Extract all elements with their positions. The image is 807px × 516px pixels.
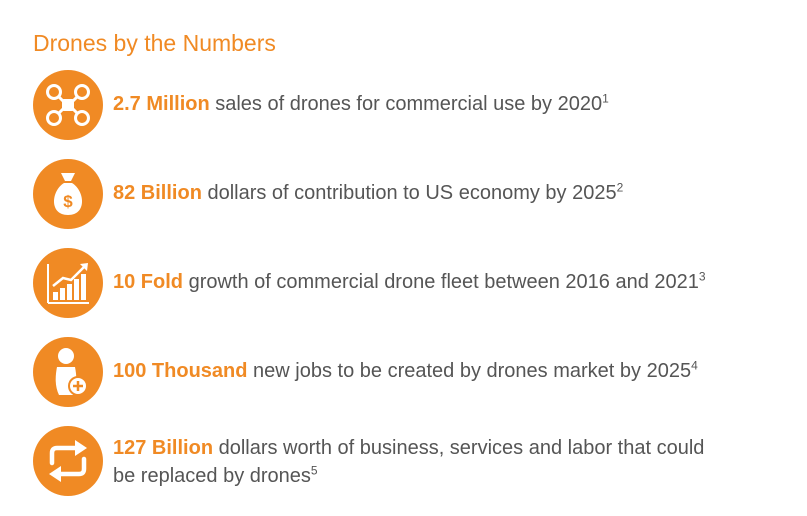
- stat-highlight: 127 Billion: [113, 437, 214, 459]
- stat-row-growth: 10 Fold growth of commercial drone fleet…: [33, 248, 793, 320]
- replace-arrows-icon: [33, 426, 103, 496]
- footnote-marker: 4: [691, 358, 698, 373]
- stat-highlight: 10 Fold: [113, 271, 184, 293]
- growth-chart-icon: [33, 248, 103, 318]
- drone-icon: [33, 70, 103, 140]
- stat-description-continued: be replaced by drones: [113, 465, 311, 487]
- stat-description: growth of commercial drone fleet between…: [183, 271, 699, 293]
- stat-highlight: 100 Thousand: [113, 360, 248, 382]
- stat-description: dollars worth of business, services and …: [213, 437, 705, 459]
- stat-row-sales: 2.7 Million sales of drones for commerci…: [33, 70, 793, 142]
- stat-description: new jobs to be created by drones market …: [247, 360, 692, 382]
- page-title: Drones by the Numbers: [33, 30, 276, 56]
- stat-row-jobs: 100 Thousand new jobs to be created by d…: [33, 337, 793, 409]
- svg-text:$: $: [63, 192, 73, 211]
- stat-row-replacement: 127 Billion dollars worth of business, s…: [33, 426, 793, 498]
- stat-description: dollars of contribution to US economy by…: [201, 182, 617, 204]
- money-bag-icon: $: [33, 159, 103, 229]
- new-person-icon: [33, 337, 103, 407]
- stat-highlight: 82 Billion: [113, 182, 202, 204]
- footnote-marker: 5: [310, 463, 318, 478]
- stat-highlight: 2.7 Million: [113, 93, 210, 115]
- stat-row-economy: $ 82 Billion dollars of contribution to …: [33, 159, 793, 231]
- footnote-marker: 1: [602, 91, 609, 106]
- footnote-marker: 2: [616, 180, 624, 195]
- footnote-marker: 3: [698, 269, 706, 284]
- stat-description: sales of drones for commercial use by 20…: [209, 93, 603, 115]
